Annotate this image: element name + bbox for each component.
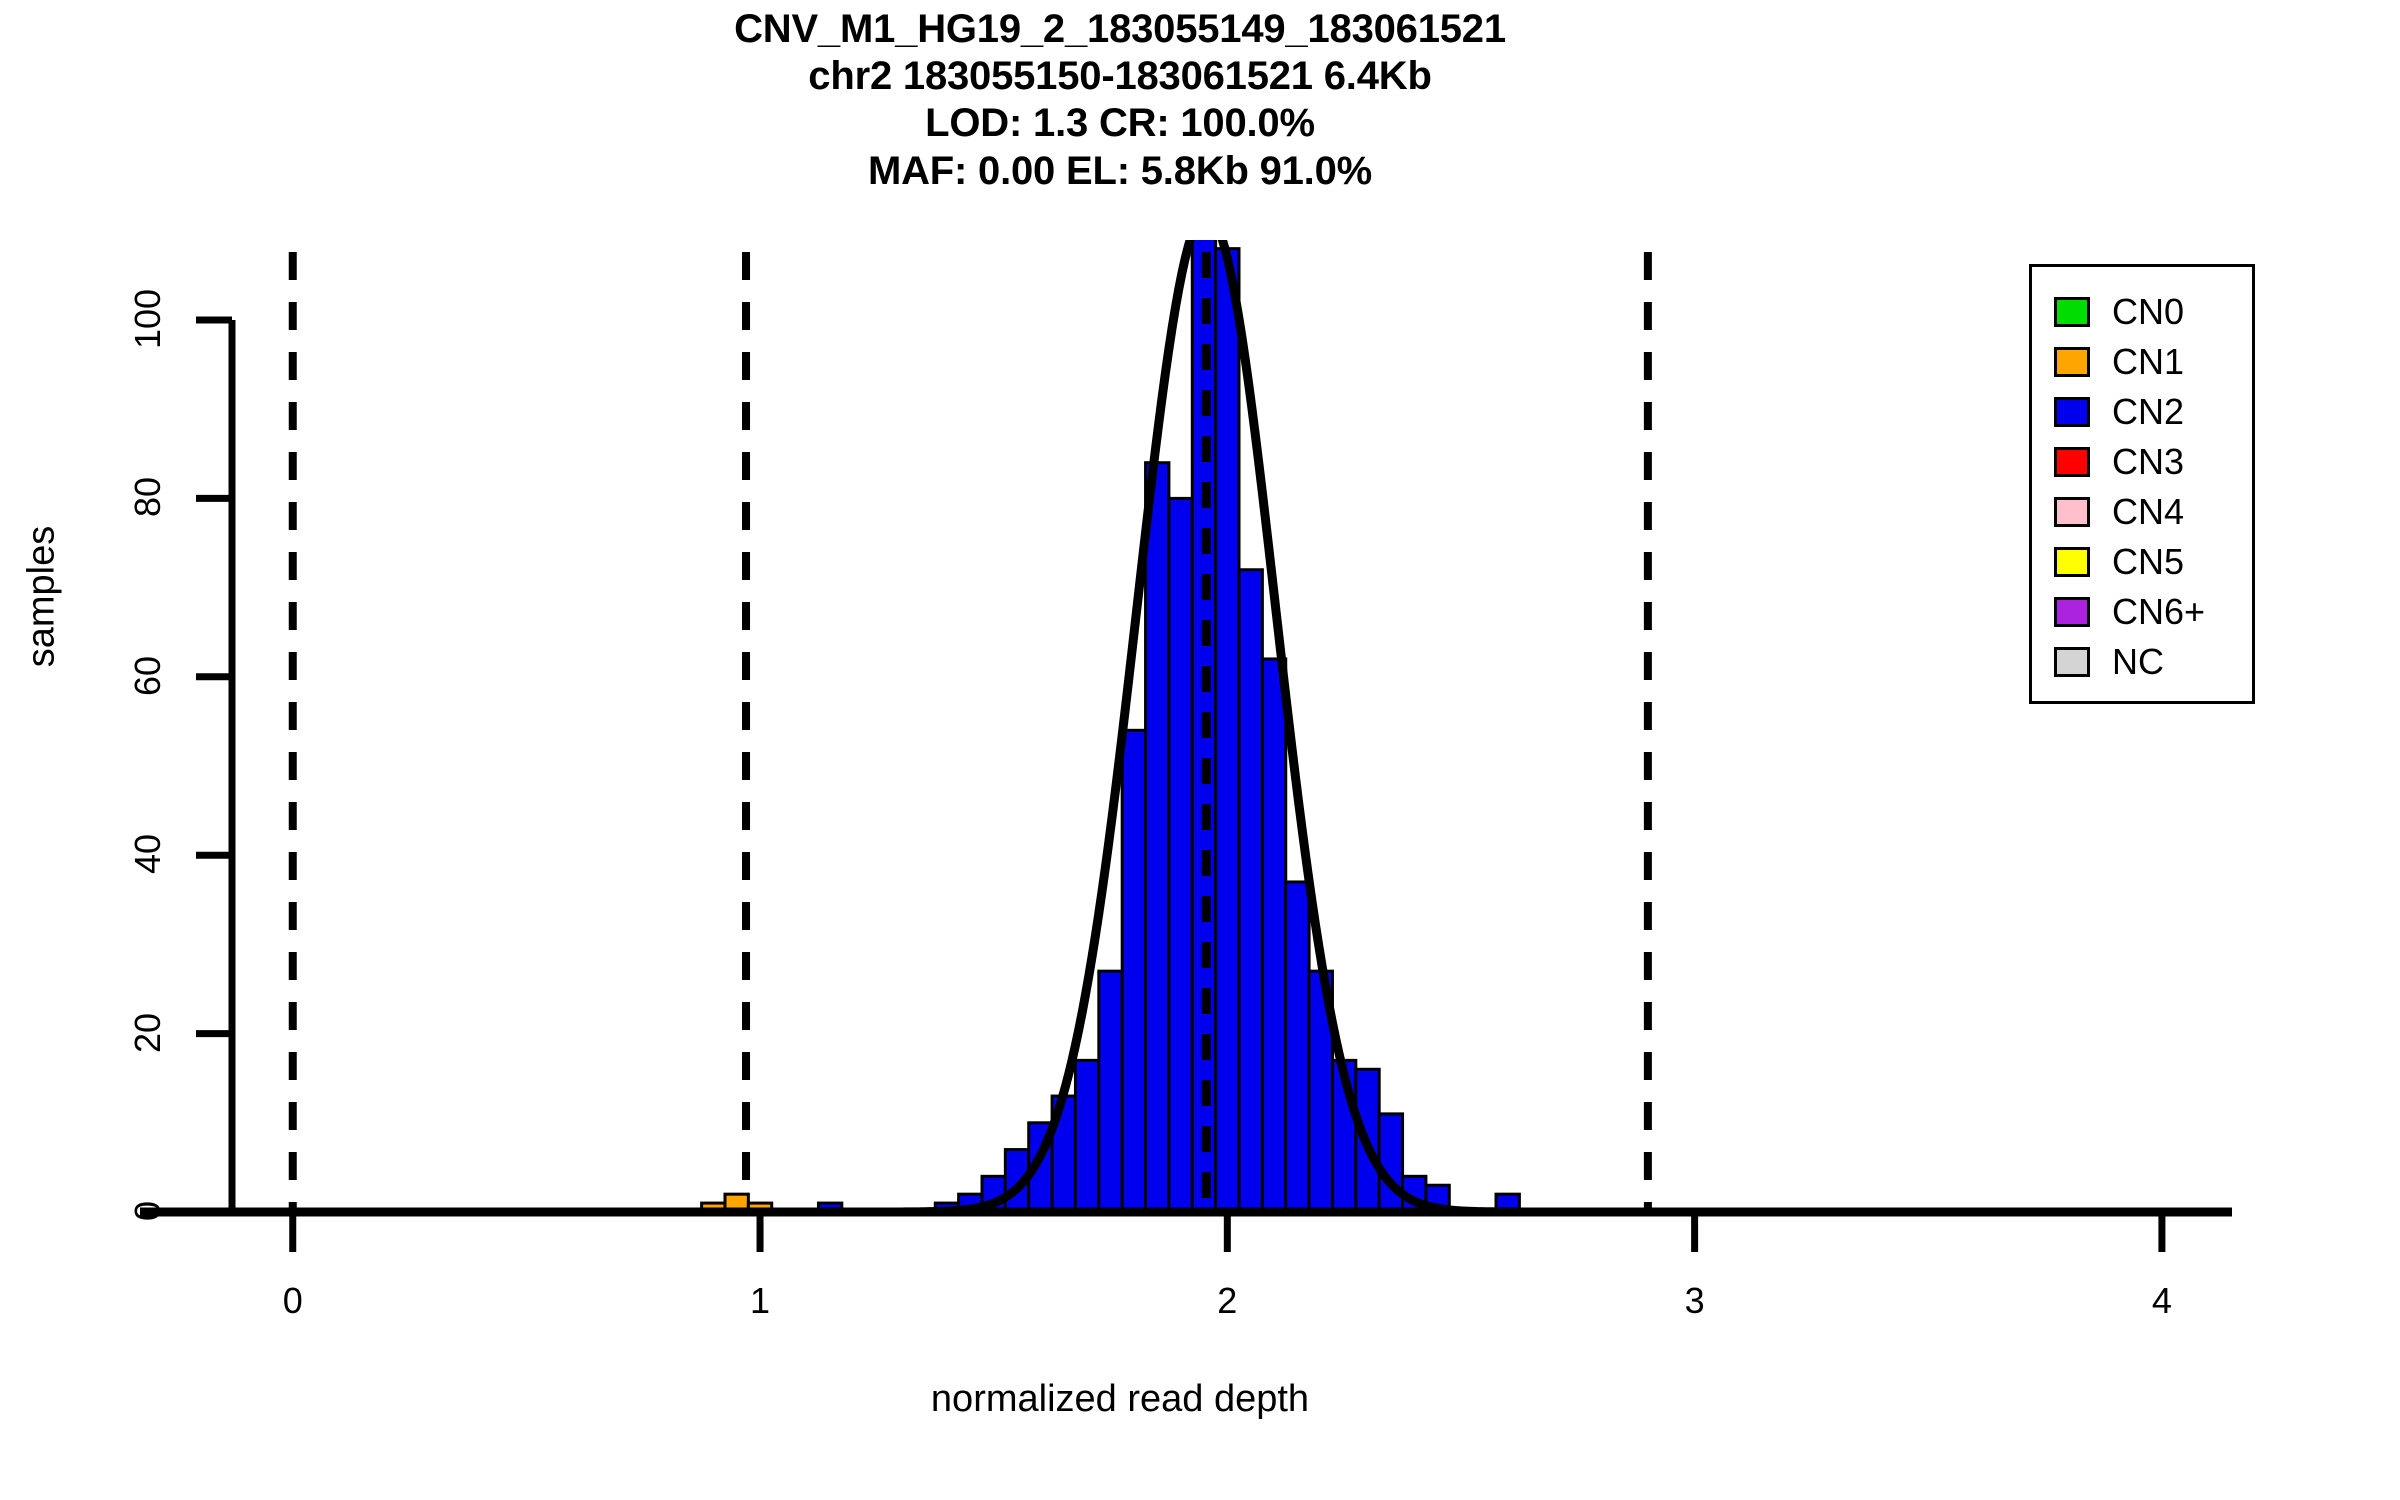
legend-swatch-icon bbox=[2054, 297, 2090, 327]
title-line-1: CNV_M1_HG19_2_183055149_183061521 bbox=[734, 7, 1506, 51]
legend-swatch-icon bbox=[2054, 647, 2090, 677]
legend-label: CN4 bbox=[2112, 491, 2185, 532]
legend-label: CN0 bbox=[2112, 291, 2185, 332]
legend-item-cn0[interactable]: CN0 bbox=[2054, 289, 2184, 335]
histogram-bar bbox=[1120, 728, 1148, 1214]
histogram-bar bbox=[1284, 880, 1311, 1214]
legend-label: CN1 bbox=[2112, 341, 2185, 382]
legend-label: CN2 bbox=[2112, 391, 2185, 432]
histogram-bar bbox=[1377, 1112, 1405, 1214]
histogram-bar bbox=[1260, 657, 1288, 1214]
legend-item-cn1[interactable]: CN1 bbox=[2054, 339, 2184, 385]
histogram-bar bbox=[1144, 461, 1171, 1214]
legend-swatch-icon bbox=[2054, 597, 2090, 627]
histogram-bar bbox=[1214, 247, 1241, 1214]
y-tick-label: 40 bbox=[127, 834, 168, 875]
legend-item-cn4[interactable]: CN4 bbox=[2054, 489, 2184, 535]
x-tick-label: 4 bbox=[2151, 1280, 2172, 1321]
legend-label: CN3 bbox=[2112, 441, 2185, 482]
legend-swatch-icon bbox=[2054, 497, 2090, 527]
legend-item-cn6plus[interactable]: CN6+ bbox=[2054, 589, 2205, 635]
histogram-bar bbox=[1097, 969, 1124, 1214]
title-line-3: LOD: 1.3 CR: 100.0% bbox=[925, 101, 1315, 146]
y-tick-label: 0 bbox=[127, 1200, 168, 1222]
legend-item-cn3[interactable]: CN3 bbox=[2054, 439, 2184, 485]
y-tick-label: 100 bbox=[127, 288, 168, 350]
x-tick-label: 0 bbox=[282, 1280, 303, 1321]
histogram-bar bbox=[1237, 568, 1264, 1214]
x-axis-label: normalized read depth bbox=[930, 1378, 1310, 1420]
title-line-2: chr2 183055150-183061521 6.4Kb bbox=[808, 54, 1432, 99]
legend-swatch-icon bbox=[2054, 547, 2090, 577]
legend-item-cn5[interactable]: CN5 bbox=[2054, 539, 2184, 585]
histogram-bar bbox=[1073, 1058, 1101, 1214]
title-line-4: MAF: 0.00 EL: 5.8Kb 91.0% bbox=[867, 148, 1373, 193]
legend-swatch-icon bbox=[2054, 347, 2090, 377]
legend-label: NC bbox=[2112, 641, 2164, 682]
y-tick-label: 20 bbox=[127, 1012, 168, 1053]
legend-label: CN5 bbox=[2112, 541, 2185, 582]
x-tick-label: 2 bbox=[1217, 1280, 1238, 1321]
x-tick-label: 1 bbox=[750, 1280, 771, 1321]
legend-item-nc[interactable]: NC bbox=[2054, 639, 2164, 685]
legend-swatch-icon bbox=[2054, 397, 2090, 427]
plot-region bbox=[230, 240, 2234, 1216]
y-tick-label: 80 bbox=[127, 477, 168, 518]
chart-title: CNV_M1_HG19_2_183055149_183061521 chr2 1… bbox=[0, 6, 2240, 195]
legend-swatch-icon bbox=[2054, 447, 2090, 477]
legend: CN0 CN1 CN2 CN3 CN4 CN5 CN6+ NC bbox=[2029, 264, 2255, 704]
x-tick-label: 3 bbox=[1684, 1280, 1705, 1321]
legend-item-cn2[interactable]: CN2 bbox=[2054, 389, 2184, 435]
y-tick-label: 60 bbox=[127, 655, 168, 696]
histogram-bar bbox=[1167, 496, 1194, 1214]
legend-label: CN6+ bbox=[2112, 591, 2206, 632]
